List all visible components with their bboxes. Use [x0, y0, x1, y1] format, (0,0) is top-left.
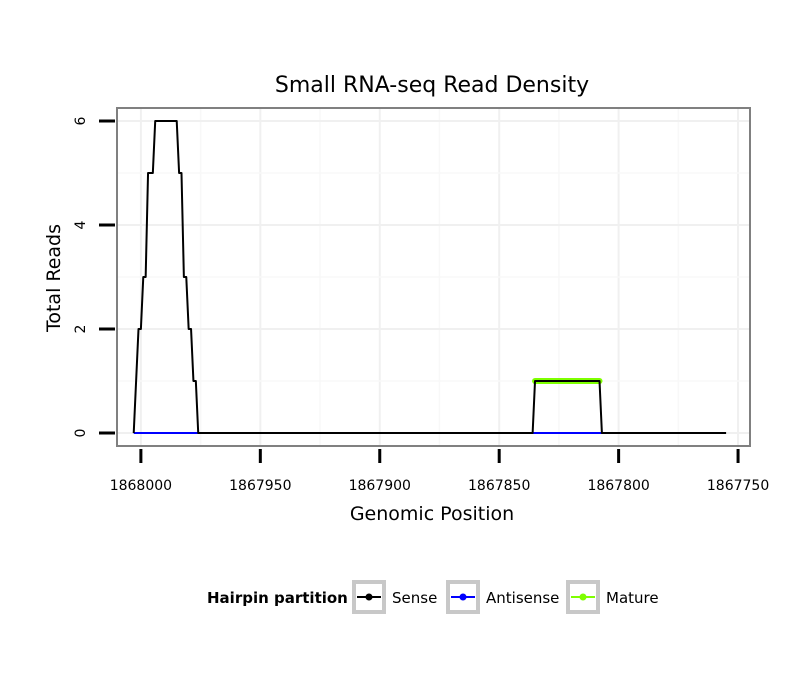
legend-item-antisense: Antisense [446, 580, 559, 614]
legend-key-point [579, 593, 587, 601]
legend-key-point [459, 593, 467, 601]
y-tick-label: 4 [73, 220, 89, 229]
y-axis-title: Total Reads [43, 224, 65, 333]
legend-key-point [365, 593, 373, 601]
y-tick-label: 0 [73, 429, 89, 438]
chart-title: Small RNA-seq Read Density [275, 73, 589, 98]
y-tick-label: 2 [73, 325, 89, 334]
y-tick-label: 6 [73, 116, 89, 125]
grid-lines [117, 108, 750, 446]
legend-item-sense: Sense [352, 580, 437, 614]
x-axis-title: Genomic Position [350, 503, 514, 525]
x-tick-label: 1868000 [110, 478, 172, 494]
x-tick-label: 1867950 [229, 478, 291, 494]
legend-label: Mature [606, 589, 659, 607]
x-tick-label: 1867800 [587, 478, 649, 494]
legend: Hairpin partition Sense Antisense Mature [207, 580, 659, 614]
x-tick-label: 1867900 [349, 478, 411, 494]
legend-label: Sense [392, 589, 437, 607]
x-tick-label: 1867750 [707, 478, 769, 494]
x-tick-label: 1867850 [468, 478, 530, 494]
series-line-sense [132, 120, 727, 434]
legend-items: Sense Antisense Mature [352, 580, 659, 614]
plot-border [116, 107, 751, 447]
legend-label: Antisense [486, 589, 559, 607]
y-axis: 0 2 4 6 [73, 116, 115, 437]
legend-title: Hairpin partition [207, 589, 348, 607]
x-axis: 1868000 1867950 1867900 1867850 1867800 18677… [110, 449, 769, 494]
series-layer [132, 120, 727, 434]
legend-item-mature: Mature [566, 580, 659, 614]
